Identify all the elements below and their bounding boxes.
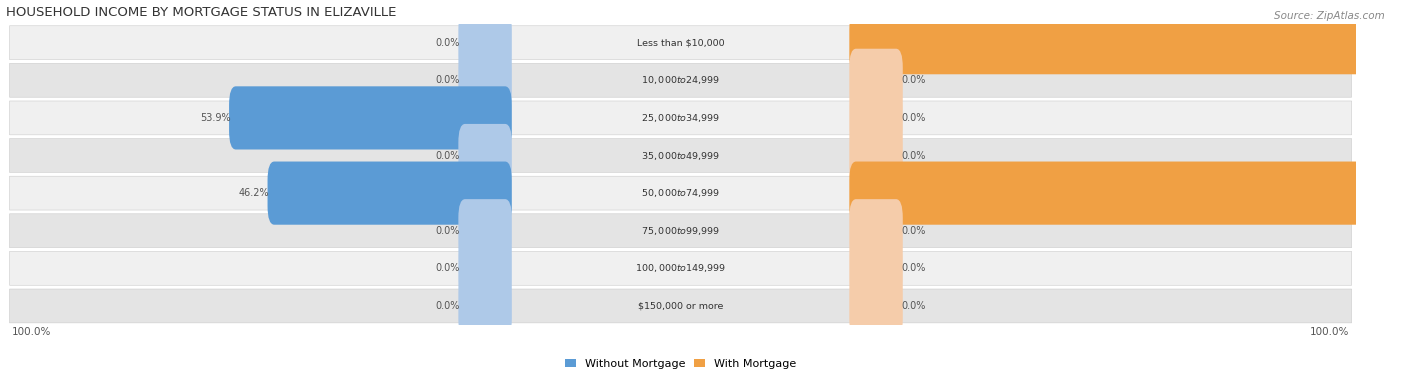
Text: 100.0%: 100.0%	[1309, 326, 1348, 337]
Text: 100.0%: 100.0%	[1361, 38, 1402, 48]
Text: 100.0%: 100.0%	[13, 326, 52, 337]
Text: $10,000 to $24,999: $10,000 to $24,999	[641, 74, 720, 86]
Text: 46.2%: 46.2%	[238, 188, 269, 198]
Text: $150,000 or more: $150,000 or more	[638, 302, 723, 310]
Text: Source: ZipAtlas.com: Source: ZipAtlas.com	[1274, 11, 1385, 21]
FancyBboxPatch shape	[458, 274, 512, 337]
Text: 0.0%: 0.0%	[901, 75, 925, 85]
FancyBboxPatch shape	[10, 26, 1351, 60]
FancyBboxPatch shape	[849, 124, 903, 187]
Text: $35,000 to $49,999: $35,000 to $49,999	[641, 150, 720, 161]
FancyBboxPatch shape	[849, 86, 903, 150]
Text: $25,000 to $34,999: $25,000 to $34,999	[641, 112, 720, 124]
FancyBboxPatch shape	[10, 176, 1351, 210]
Text: 0.0%: 0.0%	[436, 264, 460, 273]
Legend: Without Mortgage, With Mortgage: Without Mortgage, With Mortgage	[561, 354, 801, 373]
FancyBboxPatch shape	[267, 161, 512, 225]
FancyBboxPatch shape	[10, 101, 1351, 135]
FancyBboxPatch shape	[849, 49, 903, 112]
Text: $50,000 to $74,999: $50,000 to $74,999	[641, 187, 720, 199]
Text: HOUSEHOLD INCOME BY MORTGAGE STATUS IN ELIZAVILLE: HOUSEHOLD INCOME BY MORTGAGE STATUS IN E…	[6, 6, 396, 18]
Text: 0.0%: 0.0%	[901, 113, 925, 123]
Text: 0.0%: 0.0%	[436, 38, 460, 48]
FancyBboxPatch shape	[849, 161, 1362, 225]
FancyBboxPatch shape	[10, 251, 1351, 285]
Text: 0.0%: 0.0%	[901, 301, 925, 311]
Text: 53.9%: 53.9%	[200, 113, 231, 123]
Text: 0.0%: 0.0%	[901, 264, 925, 273]
Text: Less than $10,000: Less than $10,000	[637, 38, 724, 47]
Text: $75,000 to $99,999: $75,000 to $99,999	[641, 225, 720, 237]
Text: 0.0%: 0.0%	[436, 226, 460, 236]
Text: 0.0%: 0.0%	[436, 301, 460, 311]
FancyBboxPatch shape	[10, 63, 1351, 97]
Text: 0.0%: 0.0%	[436, 75, 460, 85]
Text: 100.0%: 100.0%	[1361, 188, 1402, 198]
FancyBboxPatch shape	[458, 11, 512, 74]
FancyBboxPatch shape	[458, 237, 512, 300]
FancyBboxPatch shape	[849, 274, 903, 337]
FancyBboxPatch shape	[458, 199, 512, 262]
Text: 0.0%: 0.0%	[901, 226, 925, 236]
FancyBboxPatch shape	[10, 289, 1351, 323]
Text: 0.0%: 0.0%	[436, 150, 460, 161]
FancyBboxPatch shape	[849, 11, 1362, 74]
FancyBboxPatch shape	[849, 237, 903, 300]
FancyBboxPatch shape	[229, 86, 512, 150]
FancyBboxPatch shape	[458, 49, 512, 112]
FancyBboxPatch shape	[10, 139, 1351, 172]
Text: $100,000 to $149,999: $100,000 to $149,999	[636, 262, 727, 274]
FancyBboxPatch shape	[849, 199, 903, 262]
Text: 0.0%: 0.0%	[901, 150, 925, 161]
FancyBboxPatch shape	[458, 124, 512, 187]
FancyBboxPatch shape	[10, 214, 1351, 248]
